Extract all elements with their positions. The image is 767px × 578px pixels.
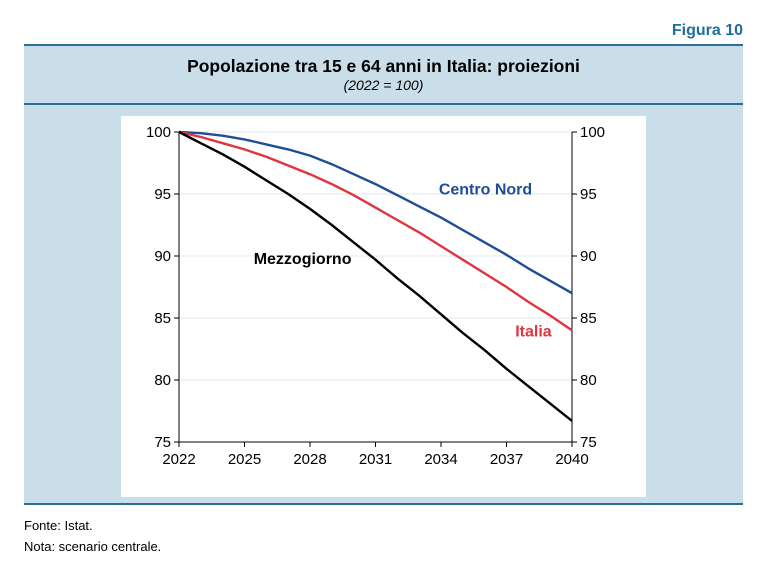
x-tick-label: 2025 [228, 451, 261, 468]
x-tick-label: 2031 [359, 451, 392, 468]
y-tick-label-left: 95 [154, 186, 171, 203]
x-tick-label: 2040 [555, 451, 588, 468]
y-tick-label-left: 80 [154, 372, 171, 389]
y-tick-label-right: 80 [580, 372, 597, 389]
x-tick-label: 2022 [162, 451, 195, 468]
plot-area: 75 75 80 80 85 85 90 90 95 95 100 100 2022 2025 2028 20… [121, 116, 646, 497]
y-tick-label-right: 95 [580, 186, 597, 203]
series-label-italia: Italia [515, 324, 552, 341]
figure-label: Figura 10 [671, 22, 743, 39]
chart-title: Popolazione tra 15 e 64 anni in Italia: … [187, 56, 580, 76]
chart-subtitle: (2022 = 100) [343, 77, 424, 93]
x-tick-label: 2028 [293, 451, 326, 468]
y-tick-label-left: 85 [154, 310, 171, 327]
scenario-note: Nota: scenario centrale. [24, 539, 162, 554]
source-note: Fonte: Istat. [24, 518, 93, 533]
notes: Fonte: Istat. Nota: scenario centrale. [24, 515, 161, 557]
series-line-mezzogiorno [178, 130, 573, 422]
y-tick-label-right: 100 [580, 124, 605, 141]
series-line-italia [178, 130, 573, 332]
chart-panel: Popolazione tra 15 e 64 anni in Italia: … [24, 44, 743, 505]
y-tick-label-left: 75 [154, 434, 171, 451]
series-label-mezzogiorno: Mezzogiorno [254, 251, 352, 268]
y-tick-label-left: 90 [154, 248, 171, 265]
x-tick-label: 2037 [490, 451, 523, 468]
series-line-centro-nord [178, 130, 573, 295]
x-tick-label: 2034 [424, 451, 457, 468]
y-tick-label-right: 85 [580, 310, 597, 327]
title-band: Popolazione tra 15 e 64 anni in Italia: … [24, 46, 743, 105]
y-tick-label-right: 75 [580, 434, 597, 451]
y-tick-label-right: 90 [580, 248, 597, 265]
line-chart: 75 75 80 80 85 85 90 90 95 95 100 100 2022 2025 2028 20… [146, 124, 605, 468]
series-label-centro-nord: Centro Nord [439, 182, 532, 199]
y-tick-label-left: 100 [146, 124, 171, 141]
